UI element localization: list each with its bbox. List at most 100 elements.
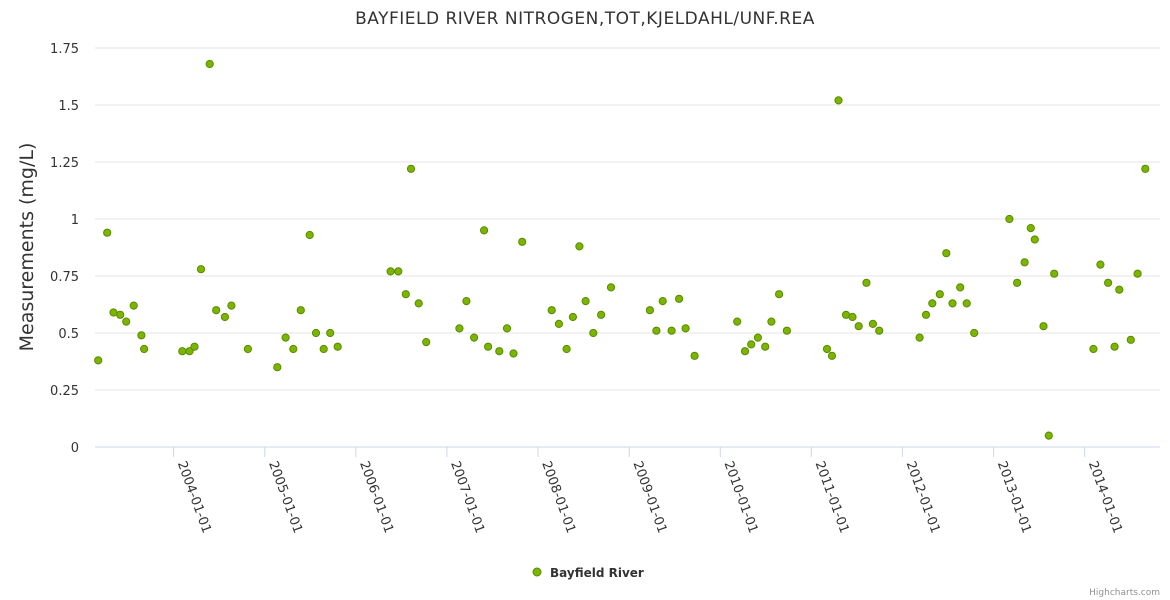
- data-point[interactable]: [767, 317, 776, 326]
- data-point[interactable]: [970, 328, 979, 338]
- data-point[interactable]: [827, 351, 837, 360]
- data-point[interactable]: [681, 324, 690, 333]
- data-point[interactable]: [1089, 344, 1098, 354]
- data-point[interactable]: [606, 283, 616, 292]
- data-point[interactable]: [753, 333, 763, 342]
- data-point[interactable]: [281, 333, 290, 342]
- data-point[interactable]: [243, 344, 252, 354]
- data-point[interactable]: [948, 299, 957, 308]
- data-point[interactable]: [1020, 258, 1029, 267]
- data-point[interactable]: [675, 294, 684, 303]
- data-point[interactable]: [956, 283, 965, 292]
- data-point[interactable]: [848, 312, 857, 322]
- data-point[interactable]: [942, 249, 951, 258]
- data-point[interactable]: [589, 328, 598, 338]
- data-point[interactable]: [1141, 164, 1150, 173]
- data-point[interactable]: [834, 96, 843, 105]
- legend-item-bayfield-river[interactable]: Bayfield River: [550, 566, 644, 580]
- data-point[interactable]: [782, 326, 792, 335]
- data-point[interactable]: [116, 310, 125, 319]
- data-point[interactable]: [1104, 278, 1113, 287]
- data-point[interactable]: [915, 333, 924, 342]
- data-point[interactable]: [394, 267, 403, 276]
- data-point[interactable]: [1126, 335, 1135, 344]
- data-point[interactable]: [1013, 278, 1022, 287]
- data-point[interactable]: [1030, 235, 1039, 244]
- data-point[interactable]: [311, 328, 321, 338]
- data-point[interactable]: [495, 347, 504, 356]
- data-point[interactable]: [386, 267, 395, 276]
- data-point[interactable]: [296, 306, 305, 315]
- data-point[interactable]: [502, 324, 512, 333]
- credits-link[interactable]: Highcharts.com: [1089, 588, 1160, 598]
- data-point[interactable]: [928, 299, 937, 308]
- data-point[interactable]: [962, 299, 971, 308]
- data-point[interactable]: [690, 351, 699, 360]
- data-point[interactable]: [289, 344, 298, 354]
- data-point[interactable]: [196, 265, 206, 274]
- data-point[interactable]: [1110, 342, 1119, 351]
- data-point[interactable]: [667, 326, 676, 335]
- data-point[interactable]: [480, 226, 489, 235]
- data-point[interactable]: [575, 242, 584, 251]
- data-point[interactable]: [205, 59, 214, 69]
- data-point[interactable]: [652, 326, 661, 335]
- data-point[interactable]: [518, 237, 527, 246]
- data-point[interactable]: [509, 349, 518, 358]
- data-point[interactable]: [406, 164, 416, 173]
- data-point[interactable]: [1039, 322, 1048, 331]
- data-point[interactable]: [140, 344, 149, 354]
- data-point[interactable]: [333, 342, 342, 351]
- data-point[interactable]: [185, 347, 194, 356]
- data-point[interactable]: [822, 344, 832, 354]
- data-point[interactable]: [554, 319, 564, 328]
- data-point[interactable]: [326, 328, 335, 338]
- data-point[interactable]: [190, 342, 199, 351]
- data-point[interactable]: [1026, 224, 1035, 233]
- data-point[interactable]: [547, 306, 556, 315]
- data-point[interactable]: [1044, 431, 1053, 440]
- data-point[interactable]: [122, 317, 131, 326]
- data-point[interactable]: [484, 342, 493, 351]
- data-point[interactable]: [305, 230, 314, 240]
- data-point[interactable]: [1050, 269, 1059, 278]
- data-point[interactable]: [414, 299, 423, 308]
- data-point[interactable]: [220, 312, 229, 322]
- data-point[interactable]: [562, 344, 571, 354]
- data-point[interactable]: [129, 301, 138, 310]
- data-point[interactable]: [462, 297, 471, 306]
- data-point[interactable]: [227, 301, 236, 310]
- data-point[interactable]: [740, 347, 750, 356]
- data-point[interactable]: [597, 310, 606, 319]
- data-point[interactable]: [94, 356, 103, 365]
- data-point[interactable]: [658, 297, 667, 306]
- data-point[interactable]: [921, 310, 931, 319]
- data-point[interactable]: [273, 363, 282, 372]
- data-point[interactable]: [875, 326, 884, 335]
- legend[interactable]: Bayfield River: [532, 566, 644, 580]
- data-point[interactable]: [178, 347, 187, 356]
- data-point[interactable]: [747, 340, 756, 349]
- data-point[interactable]: [1005, 214, 1014, 224]
- data-point[interactable]: [568, 312, 578, 322]
- data-point[interactable]: [109, 308, 118, 317]
- data-point[interactable]: [862, 278, 871, 287]
- data-point[interactable]: [1133, 269, 1142, 278]
- data-point[interactable]: [212, 306, 221, 315]
- data-point[interactable]: [775, 290, 784, 299]
- data-point[interactable]: [470, 333, 479, 342]
- data-point[interactable]: [733, 317, 742, 326]
- data-point[interactable]: [581, 297, 590, 306]
- data-point[interactable]: [103, 228, 112, 237]
- data-point[interactable]: [319, 344, 328, 354]
- data-point[interactable]: [645, 306, 655, 315]
- data-point[interactable]: [137, 331, 146, 340]
- data-point[interactable]: [868, 319, 878, 328]
- data-point[interactable]: [935, 290, 944, 299]
- data-point[interactable]: [1115, 285, 1124, 294]
- data-point[interactable]: [422, 338, 431, 347]
- data-point[interactable]: [761, 342, 770, 351]
- data-point[interactable]: [854, 322, 863, 331]
- data-point[interactable]: [455, 324, 464, 333]
- data-point[interactable]: [401, 290, 410, 299]
